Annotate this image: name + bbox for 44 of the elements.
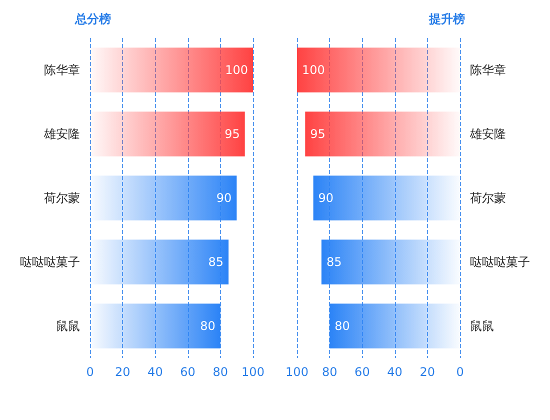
- x-tick-label: 80: [322, 365, 338, 379]
- data-label: 85: [208, 255, 224, 269]
- bar: [90, 112, 245, 156]
- x-tick-label: 20: [114, 365, 130, 379]
- data-label: 95: [310, 127, 326, 141]
- data-label: 85: [326, 255, 342, 269]
- data-label: 100: [225, 63, 248, 77]
- y-tick-label: 荷尔蒙: [44, 191, 80, 205]
- x-tick-label: 60: [354, 365, 370, 379]
- bar: [305, 112, 460, 156]
- y-tick-label: 雄安隆: [43, 127, 80, 141]
- x-tick-label: 100: [242, 365, 264, 379]
- x-tick-label: 40: [387, 365, 402, 379]
- x-tick-label: 20: [420, 365, 436, 379]
- data-label: 90: [318, 191, 334, 205]
- y-tick-label: 陈华章: [470, 63, 506, 77]
- x-tick-label: 0: [456, 365, 464, 379]
- x-tick-label: 80: [212, 365, 228, 379]
- x-tick-label: 60: [180, 365, 196, 379]
- data-label: 80: [334, 319, 350, 333]
- bar: [90, 304, 220, 348]
- x-tick-label: 40: [148, 365, 163, 379]
- bar: [90, 176, 237, 220]
- y-tick-label: 荷尔蒙: [470, 191, 506, 205]
- chart-title: 总分榜: [74, 12, 111, 26]
- y-tick-label: 雄安隆: [469, 127, 506, 141]
- bar: [90, 48, 253, 92]
- y-tick-label: 鼠鼠: [470, 319, 494, 333]
- bar: [297, 48, 460, 92]
- y-tick-label: 哒哒哒菓子: [20, 255, 80, 269]
- y-tick-label: 陈华章: [44, 63, 80, 77]
- bar: [330, 304, 460, 348]
- data-label: 95: [224, 127, 240, 141]
- x-tick-label: 0: [86, 365, 94, 379]
- x-tick-label: 100: [286, 365, 308, 379]
- y-tick-label: 鼠鼠: [56, 319, 80, 333]
- bar: [313, 176, 460, 220]
- chart-title: 提升榜: [428, 12, 465, 26]
- bar: [90, 240, 229, 284]
- y-tick-label: 哒哒哒菓子: [470, 255, 530, 269]
- data-label: 100: [302, 63, 325, 77]
- data-label: 90: [216, 191, 232, 205]
- data-label: 80: [200, 319, 216, 333]
- bar: [321, 240, 460, 284]
